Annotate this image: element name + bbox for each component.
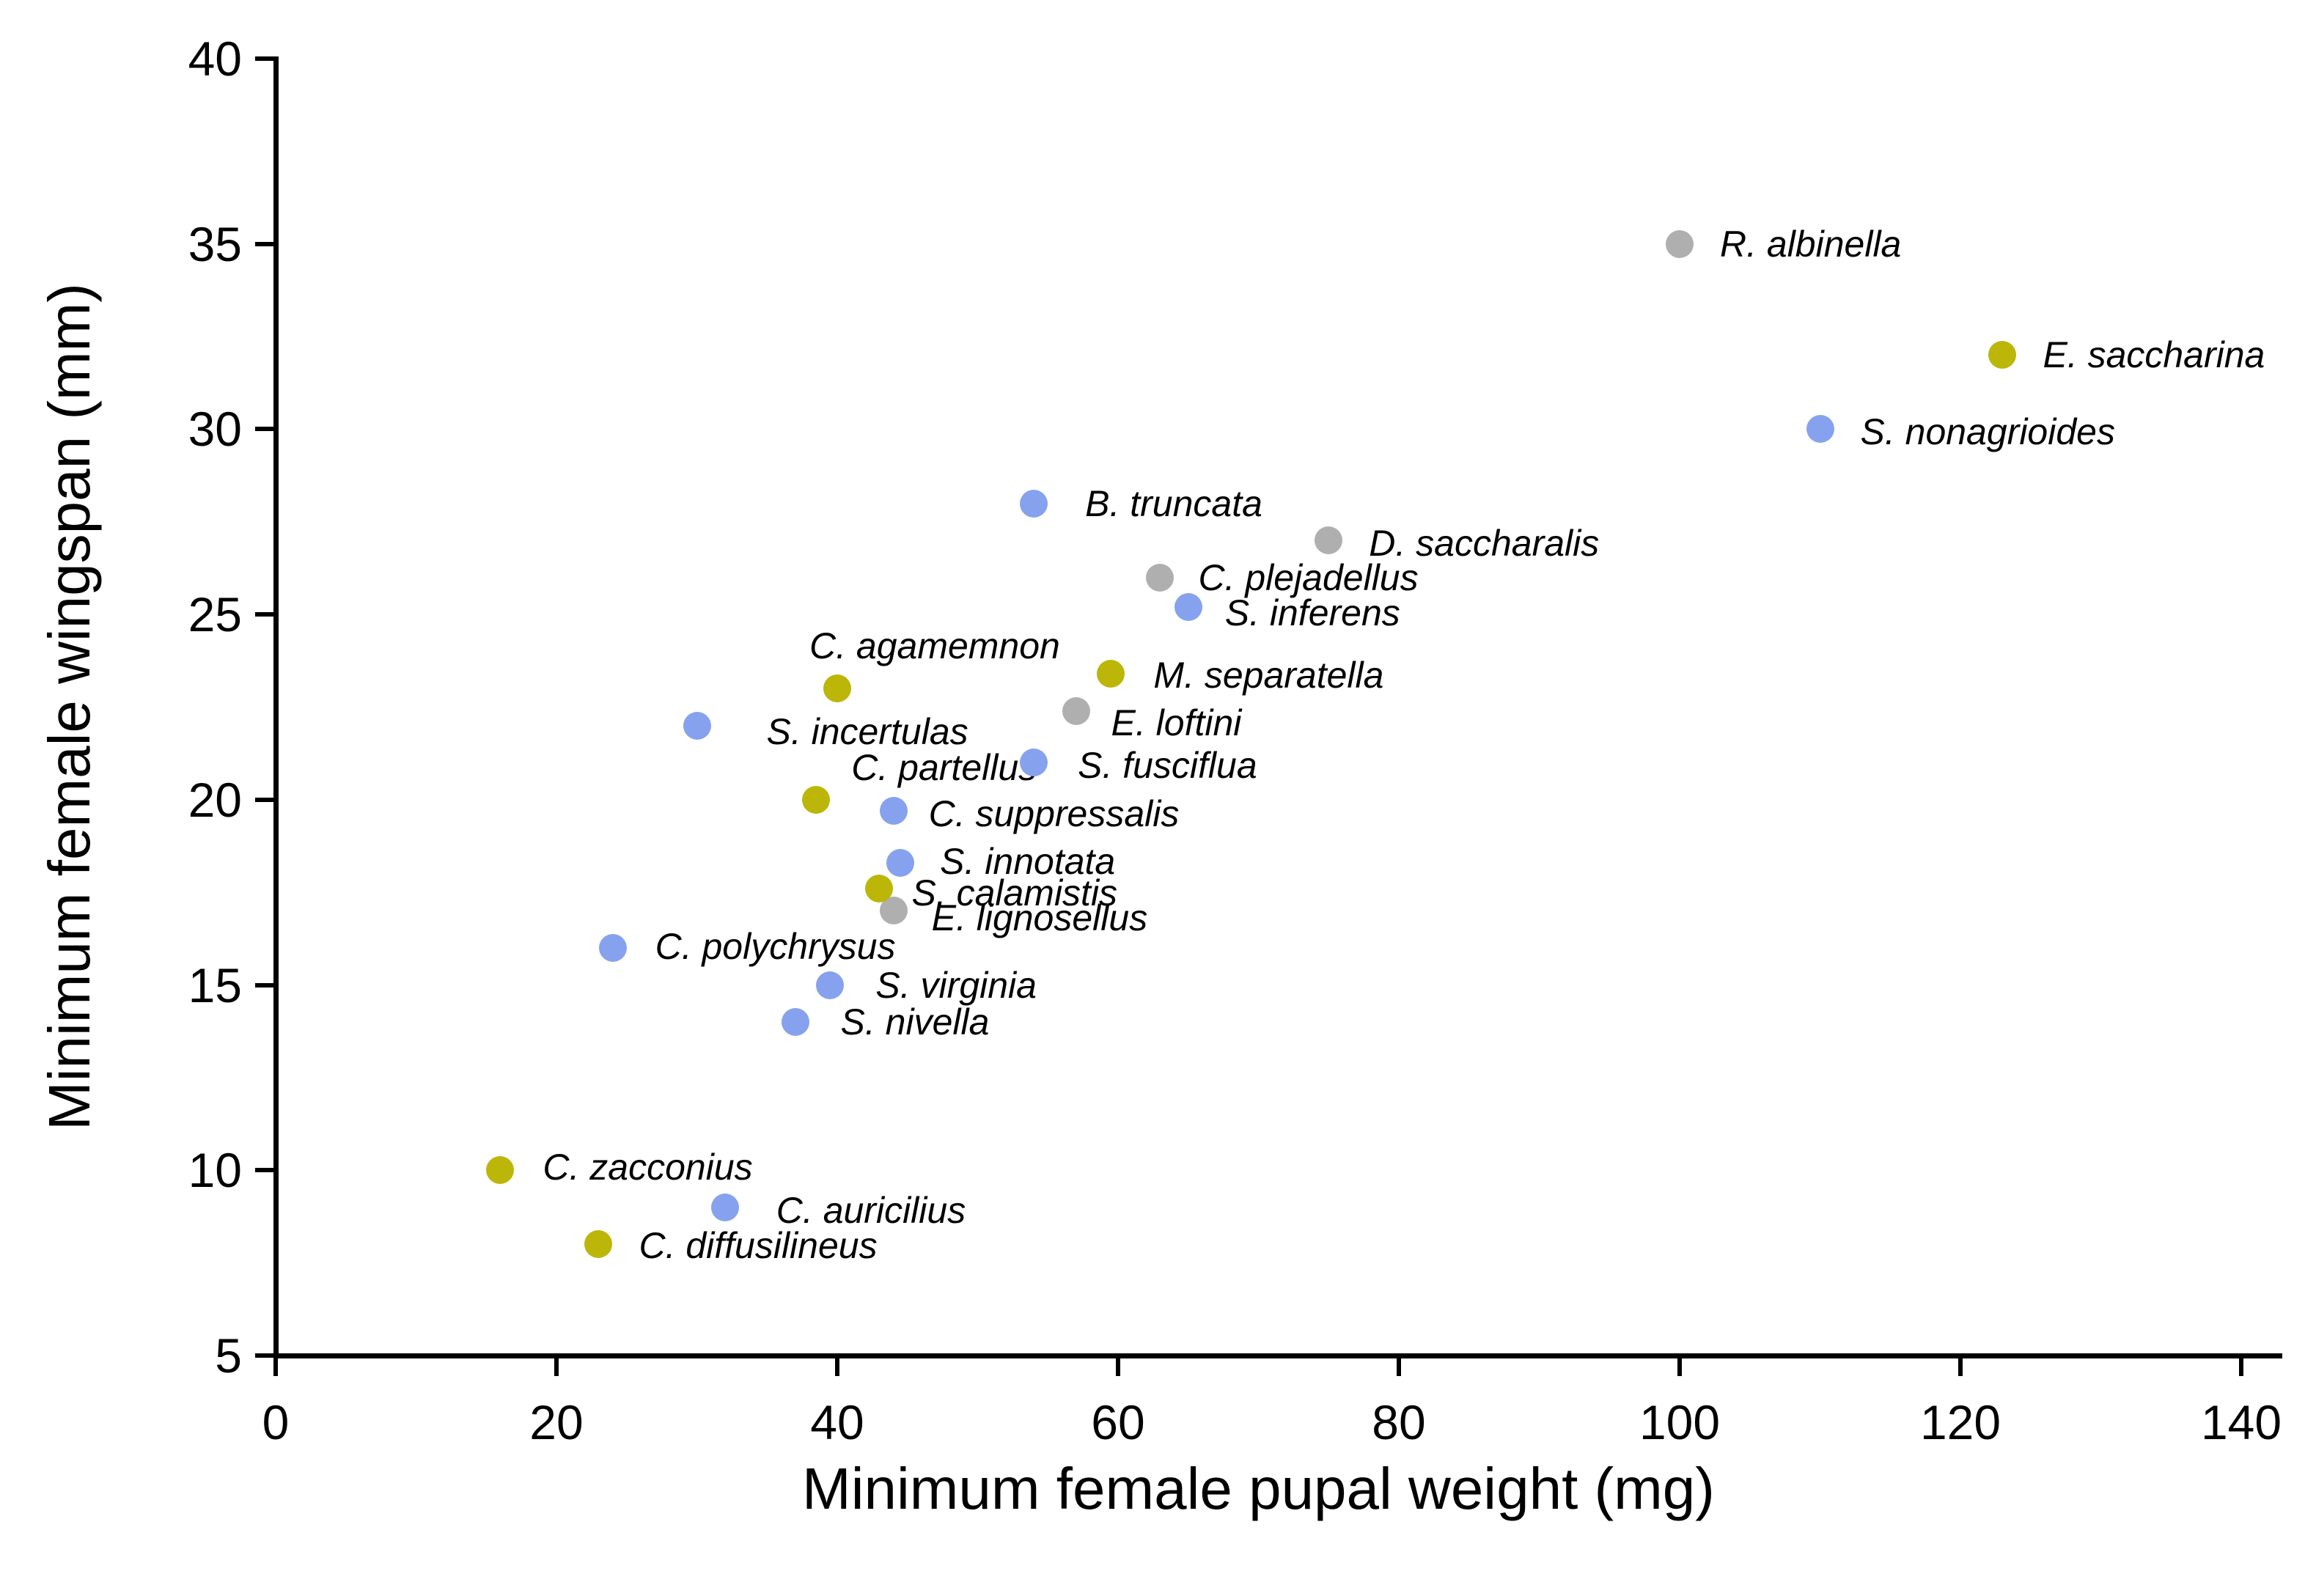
x-tick-label: 140 (2200, 1395, 2282, 1449)
data-point (1988, 341, 2017, 369)
x-tick (1677, 1356, 1682, 1376)
data-point (584, 1230, 613, 1259)
data-point-label: C. partellus (851, 746, 1037, 788)
data-point-label: S. inferens (1224, 592, 1400, 634)
y-tick-label: 15 (188, 957, 242, 1012)
data-point-label: S. calamistis (911, 872, 1118, 914)
data-point (865, 875, 894, 903)
data-point-label: S. incertulas (766, 710, 968, 752)
data-point (683, 711, 711, 740)
y-tick (255, 1168, 276, 1173)
x-tick (1397, 1356, 1401, 1376)
x-tick (835, 1356, 839, 1376)
data-point (816, 971, 845, 999)
x-tick (273, 1356, 278, 1376)
x-tick-label: 60 (1091, 1395, 1145, 1449)
data-point-label: S. virginia (875, 964, 1037, 1006)
data-point (1806, 415, 1834, 444)
data-point (879, 797, 908, 825)
data-point (823, 674, 851, 703)
data-point (886, 848, 915, 877)
y-axis-title: Minimum female wingspan (mm) (37, 283, 102, 1130)
y-tick-label: 30 (188, 402, 242, 457)
data-point (486, 1156, 515, 1185)
data-point (1315, 526, 1343, 555)
y-tick (255, 797, 276, 802)
x-axis-line (273, 1353, 2282, 1358)
y-tick (255, 56, 276, 61)
data-point-label: E. saccharina (2043, 334, 2265, 376)
data-point (1666, 229, 1694, 258)
x-tick (1116, 1356, 1120, 1376)
y-tick (255, 427, 276, 432)
y-tick-label: 40 (188, 32, 242, 86)
x-tick-label: 40 (810, 1395, 864, 1449)
y-tick-label: 25 (188, 587, 242, 642)
data-point (802, 785, 831, 814)
x-tick-label: 120 (1919, 1395, 2001, 1449)
data-point-label: S. nonagrioides (1860, 411, 2115, 453)
x-tick-label: 20 (529, 1395, 584, 1449)
data-point-label: C. plejadellus (1198, 556, 1419, 598)
x-tick-label: 0 (262, 1395, 290, 1449)
data-point-label: C. diffusilineus (639, 1225, 878, 1267)
data-point-label: C. suppressalis (928, 793, 1180, 835)
y-tick-label: 35 (188, 216, 242, 271)
data-point-label: D. saccharalis (1369, 523, 1600, 565)
data-point (1020, 489, 1048, 518)
data-point-label: E. lignosellus (931, 897, 1148, 939)
data-point (1146, 563, 1174, 592)
data-point (781, 1008, 809, 1037)
x-tick (1958, 1356, 1963, 1376)
data-point-label: S. innotata (940, 840, 1116, 882)
x-tick-label: 100 (1639, 1395, 1721, 1449)
data-point (1174, 593, 1202, 622)
y-tick-label: 10 (188, 1143, 242, 1198)
x-axis-title: Minimum female pupal weight (mg) (802, 1456, 1715, 1521)
data-point-label: C. polychrysus (655, 926, 896, 968)
data-point (1097, 660, 1125, 688)
y-tick-label: 20 (188, 772, 242, 827)
x-tick (554, 1356, 559, 1376)
data-point-label: C. auricilius (776, 1189, 966, 1231)
y-axis-line (273, 56, 279, 1358)
data-point-label: E. loftini (1111, 702, 1242, 743)
data-point-label: C. zacconius (543, 1147, 753, 1188)
data-point-label: M. separatella (1153, 655, 1384, 696)
y-tick (255, 1353, 276, 1358)
data-point (598, 934, 627, 963)
data-point-label: S. nivella (840, 1001, 990, 1043)
data-point (710, 1193, 739, 1221)
data-point (1062, 696, 1090, 725)
x-tick (2239, 1356, 2243, 1376)
data-point-label: S. fusciflua (1078, 745, 1257, 787)
data-point-label: C. agamemnon (809, 625, 1060, 667)
y-tick (255, 982, 276, 988)
x-tick-label: 80 (1372, 1395, 1426, 1449)
data-point-label: R. albinella (1720, 223, 1902, 265)
data-point (879, 897, 908, 925)
y-tick-label: 5 (215, 1328, 242, 1383)
y-tick (255, 612, 276, 617)
data-point (1020, 749, 1048, 777)
data-point-label: B. truncata (1085, 482, 1262, 524)
y-tick (255, 241, 276, 246)
